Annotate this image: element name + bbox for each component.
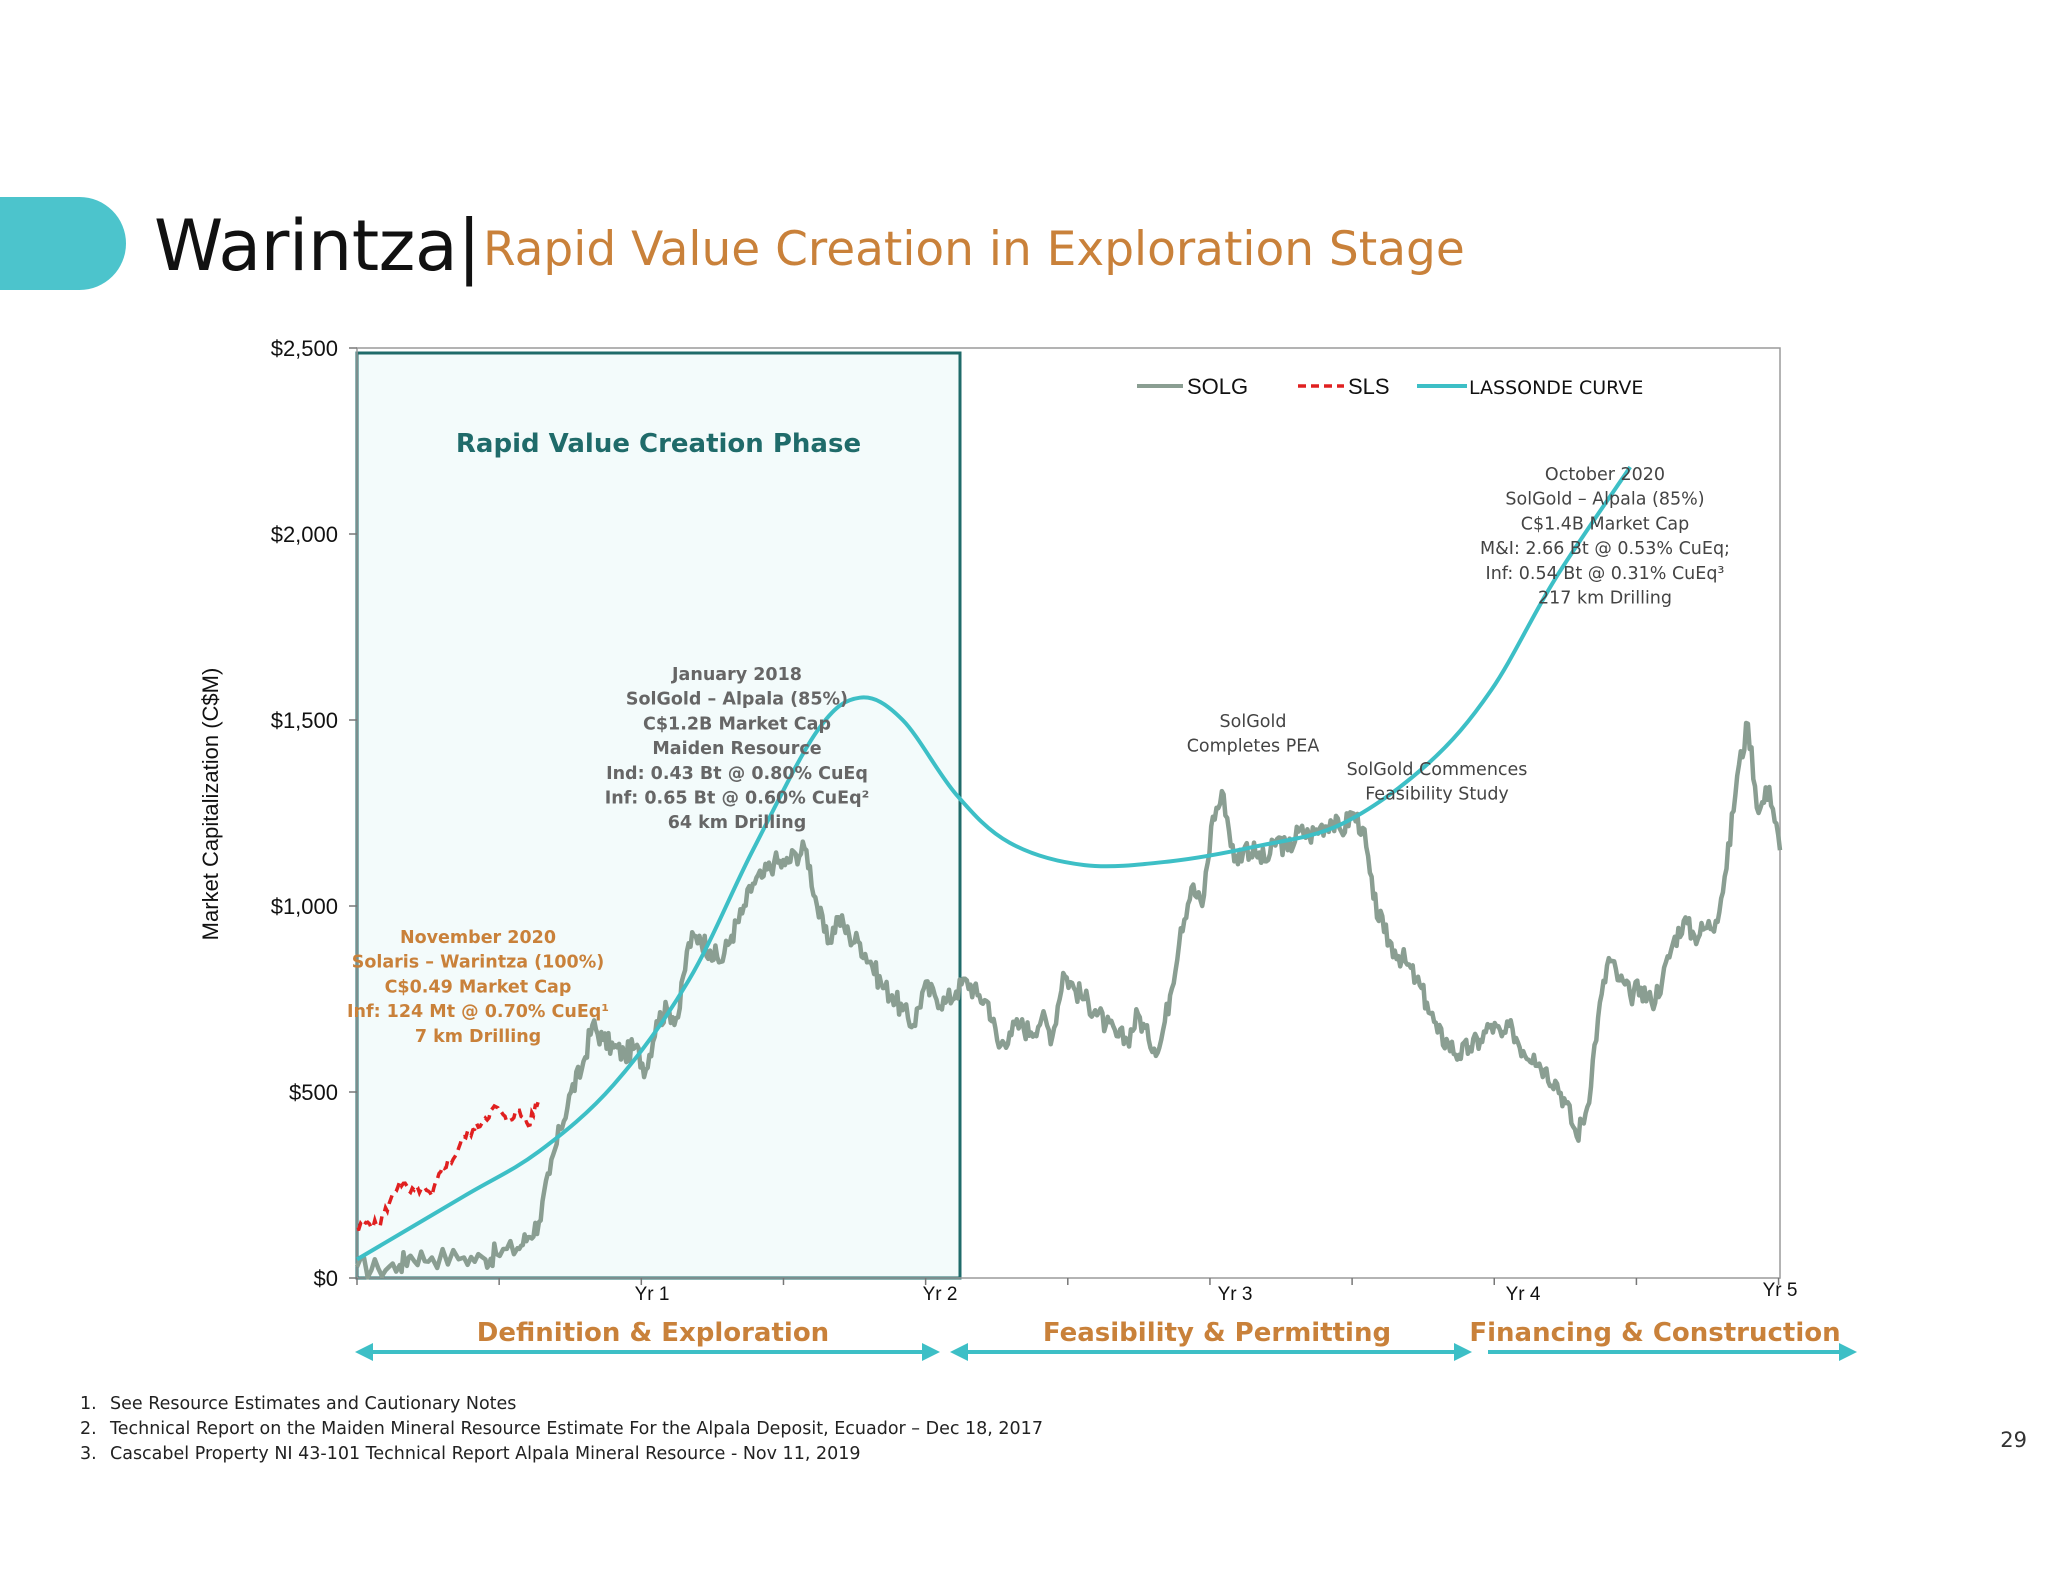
series-lassonde-curve (355, 465, 1632, 1262)
annotation-line: January 2018 (671, 665, 802, 685)
annotation-line: 217 km Drilling (1538, 589, 1672, 609)
y-tick-label: $1,500 (271, 708, 338, 733)
series-sls (356, 1098, 541, 1232)
page-number: 29 (2000, 1428, 2027, 1452)
annotation-line: Inf: 0.65 Bt @ 0.60% CuEq² (605, 789, 870, 809)
x-tick-label: Yr 2 (923, 1284, 958, 1305)
y-tick-label: $2,500 (271, 336, 338, 361)
phase-arrow-1: Feasibility & Permitting (950, 1318, 1472, 1361)
annotation-nov2020: November 2020 Solaris – Warintza (100%) C$… (347, 928, 609, 1047)
phase-label-0: Definition & Exploration (477, 1318, 829, 1348)
footnote-2: 2. Technical Report on the Maiden Mineral… (80, 1419, 1043, 1439)
annotation-jan2018: January 2018 SolGold – Alpala (85%) C$1.2B… (605, 665, 870, 833)
annotation-line: Completes PEA (1187, 737, 1320, 757)
annotation-line: Solaris – Warintza (100%) (352, 953, 605, 973)
title-accent-tab (0, 197, 126, 290)
chart-axes: $0 $500 $1,000 $1,500 $2,000 $2,500 Yr 1 Yr 2 Yr… (198, 336, 1797, 1305)
phase-arrow-head-right (1454, 1343, 1472, 1361)
footnotes: 1. See Resource Estimates and Cautionary … (80, 1392, 1043, 1467)
annotation-pea: SolGold Completes PEA (1187, 712, 1320, 757)
y-tick-label: $0 (314, 1266, 338, 1291)
legend-label-2: LASSONDE CURVE (1469, 377, 1643, 399)
annotation-oct2020: October 2020 SolGold – Alpala (85%) C$1.4B… (1480, 465, 1730, 609)
y-tick-label: $2,000 (271, 522, 338, 547)
phase-box (355, 351, 962, 1280)
annotation-line: Feasibility Study (1365, 785, 1509, 805)
annotation-line: SolGold Commences (1347, 760, 1528, 780)
slide-subtitle: Rapid Value Creation in Exploration Stag… (483, 222, 1465, 277)
phase-label: Rapid Value Creation Phase (456, 429, 861, 459)
annotation-line: SolGold (1220, 712, 1287, 732)
project-phases: Definition & Exploration Feasibility & Pe… (355, 1318, 1857, 1361)
annotation-line: SolGold – Alpala (85%) (626, 690, 848, 710)
title-text: Warintza (154, 205, 458, 287)
annotation-line: C$0.49 Market Cap (385, 977, 572, 997)
x-tick-label: Yr 1 (635, 1284, 670, 1305)
chart-legend: SOLG SLS LASSONDE CURVE (1137, 374, 1643, 399)
phase-arrow-0: Definition & Exploration (355, 1318, 940, 1361)
annotation-line: C$1.4B Market Cap (1521, 514, 1690, 534)
annotation-line: November 2020 (400, 928, 556, 948)
annotation-line: C$1.2B Market Cap (643, 714, 831, 734)
series-solg (354, 720, 1783, 1280)
annotation-line: Maiden Resource (652, 739, 821, 759)
rapid-value-phase-region: Rapid Value Creation Phase (355, 351, 962, 1280)
phase-arrow-head-left (355, 1343, 373, 1361)
annotation-line: October 2020 (1545, 465, 1665, 485)
slide-title: Warintza| (154, 205, 481, 287)
phase-arrow-2: Financing & Construction (1469, 1318, 1857, 1361)
annotation-line: Inf: 0.54 Bt @ 0.31% CuEq³ (1486, 564, 1725, 584)
phase-arrow-head-right (1839, 1343, 1857, 1361)
footnote-1: 1. See Resource Estimates and Cautionary … (80, 1394, 517, 1414)
footnote-3: 3. Cascabel Property NI 43-101 Technical … (80, 1444, 861, 1464)
y-tick-label: $1,000 (271, 894, 338, 919)
annotation-line: 7 km Drilling (415, 1027, 541, 1047)
legend-label-0: SOLG (1187, 374, 1248, 399)
chart-series (354, 465, 1783, 1280)
annotation-line: SolGold – Alpala (85%) (1505, 490, 1704, 510)
annotation-line: 64 km Drilling (668, 813, 807, 833)
annotation-line: Inf: 124 Mt @ 0.70% CuEq¹ (347, 1002, 609, 1022)
phase-arrow-head-left (950, 1343, 968, 1361)
x-tick-label: Yr 3 (1218, 1284, 1253, 1305)
y-axis-label: Market Capitalization (C$M) (198, 668, 223, 941)
chart-annotations: November 2020 Solaris – Warintza (100%) C$… (347, 465, 1730, 1047)
phase-arrow-head-right (922, 1343, 940, 1361)
annotation-line: Ind: 0.43 Bt @ 0.80% CuEq (606, 764, 868, 784)
legend-label-1: SLS (1348, 374, 1390, 399)
phase-label-1: Feasibility & Permitting (1043, 1318, 1391, 1348)
annotation-feasibility: SolGold Commences Feasibility Study (1347, 760, 1528, 805)
title-separator: | (457, 205, 481, 287)
x-tick-label: Yr 4 (1506, 1284, 1541, 1305)
y-tick-label: $500 (289, 1080, 338, 1105)
phase-label-2: Financing & Construction (1469, 1318, 1840, 1348)
x-tick-label: Yr 5 (1763, 1280, 1798, 1301)
annotation-line: M&I: 2.66 Bt @ 0.53% CuEq; (1480, 539, 1730, 559)
